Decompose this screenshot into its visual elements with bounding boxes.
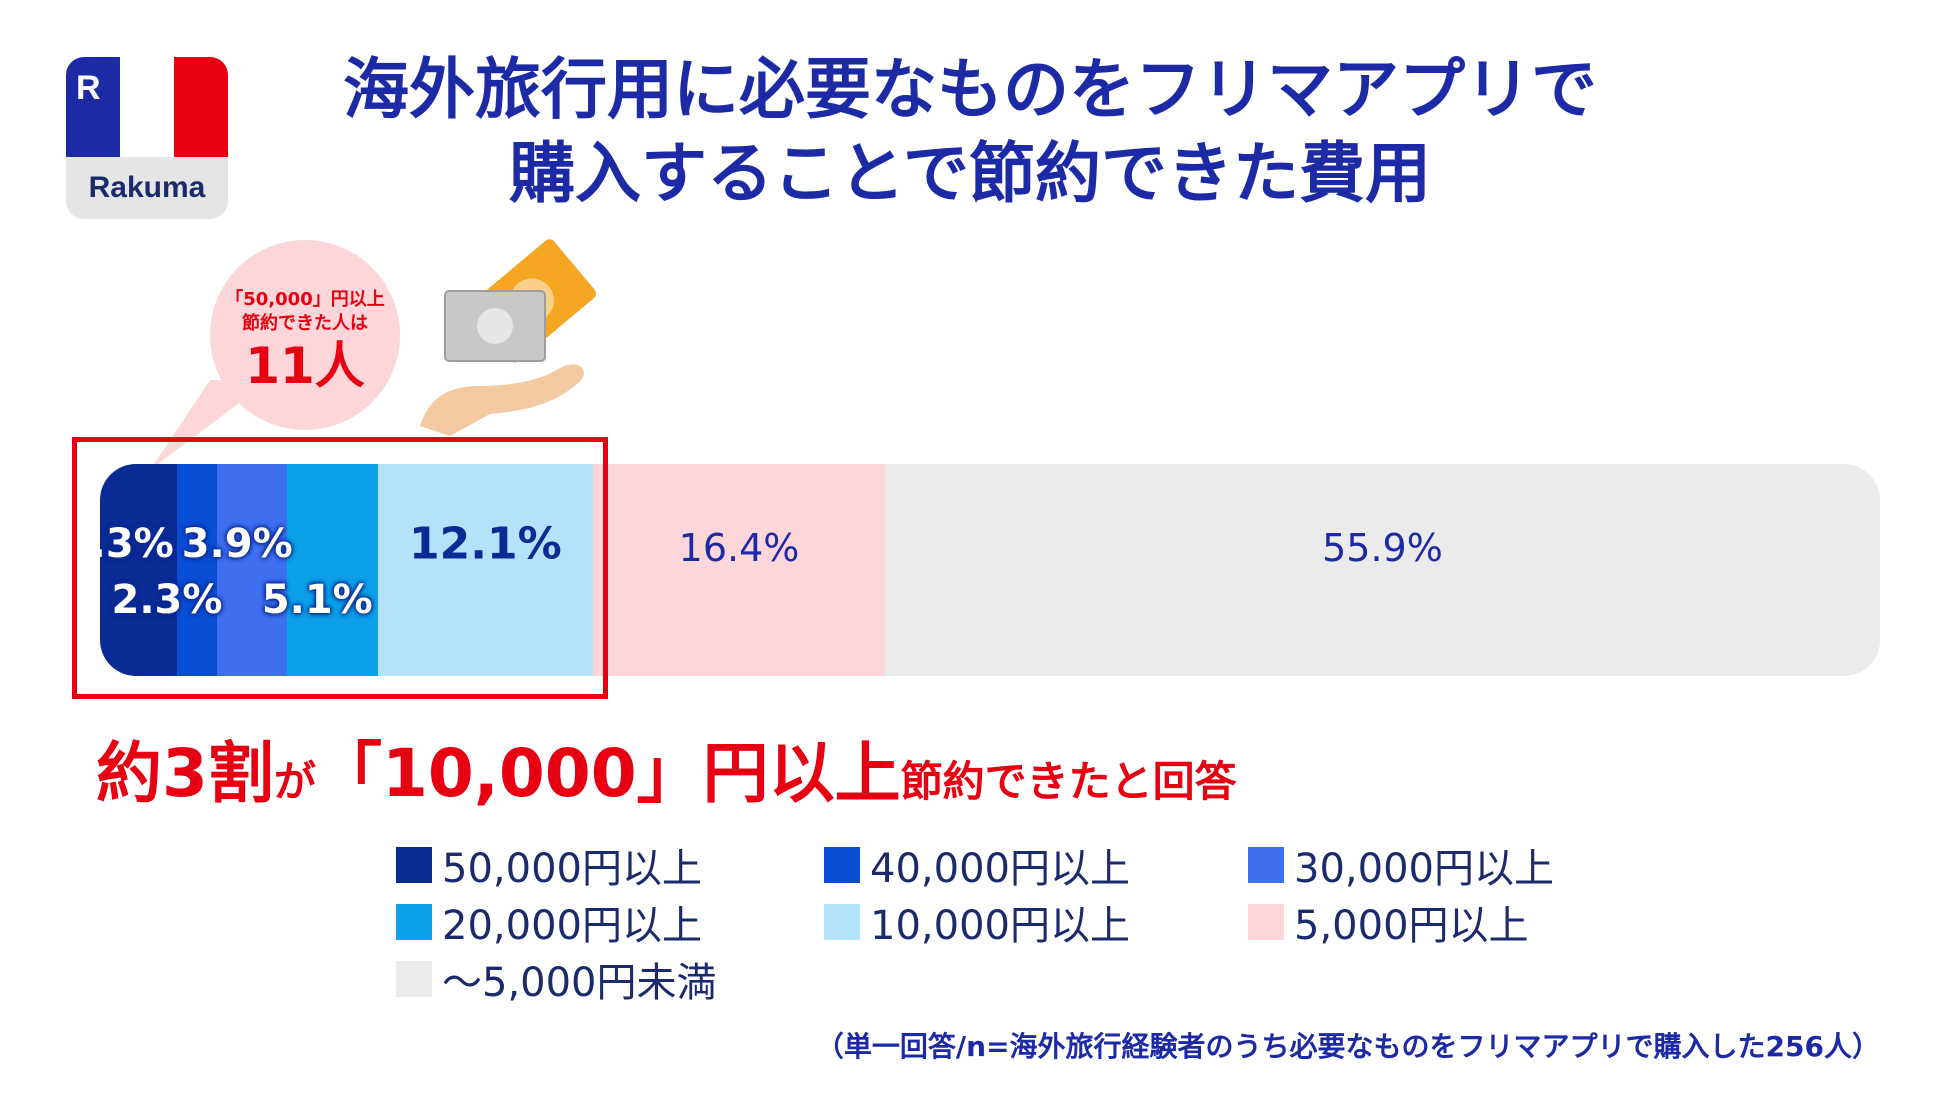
rakuma-logo: R Rakuma — [66, 57, 228, 219]
bar-value-label: 2.3% — [111, 577, 223, 623]
flag-blue-stripe — [66, 57, 120, 157]
legend-swatch — [396, 904, 432, 940]
legend-item: 50,000円以上 — [396, 843, 702, 892]
bar-segment — [593, 464, 886, 676]
legend-label: 50,000円以上 — [442, 846, 702, 892]
bar-segment — [377, 464, 594, 676]
legend-item: 20,000円以上 — [396, 900, 702, 949]
legend-label: 30,000円以上 — [1294, 846, 1554, 892]
stacked-bar: 4.3% 2.3% 3.9% 5.1% 12.1% 16.4% 55.9% — [100, 464, 1880, 676]
flag-white-stripe — [120, 57, 174, 157]
legend-swatch — [1248, 847, 1284, 883]
bar-segment — [884, 464, 1880, 676]
callout-bubble: 「50,000」円以上 節約できた人は 11人 — [210, 240, 400, 430]
bubble-count: 11人 — [245, 337, 365, 395]
legend-label: 10,000円以上 — [870, 903, 1130, 949]
headline: 約3割が「10,000」円以上節約できたと回答 — [96, 720, 1237, 816]
headline-part3: 「10,000」円以上 — [315, 735, 901, 812]
headline-part1: 約3割 — [96, 735, 274, 812]
legend-item: 10,000円以上 — [824, 900, 1130, 949]
headline-part4: 節約できたと回答 — [900, 757, 1237, 806]
bar-value-label: 55.9% — [1322, 526, 1443, 570]
bar-value-label: 3.9% — [181, 521, 293, 567]
legend-swatch — [1248, 904, 1284, 940]
bar-value-label: 4.3% — [100, 521, 174, 567]
legend-item: ～5,000円未満 — [396, 957, 717, 1006]
legend-swatch — [824, 904, 860, 940]
legend-item: 30,000円以上 — [1248, 843, 1554, 892]
page-title: 海外旅行用に必要なものをフリマアプリで 購入することで節約できた費用 — [343, 51, 1597, 212]
bar-value-label: 12.1% — [409, 518, 562, 570]
legend-label: 20,000円以上 — [442, 903, 702, 949]
highlight-frame — [72, 437, 608, 699]
legend-item: 40,000円以上 — [824, 843, 1130, 892]
bar-segment — [176, 464, 218, 676]
flag-red-stripe — [174, 57, 228, 157]
legend-label: 40,000円以上 — [870, 846, 1130, 892]
footnote: （単一回答/n=海外旅行経験者のうち必要なものをフリマアプリで購入した256人） — [815, 1030, 1880, 1063]
legend-swatch — [396, 847, 432, 883]
bubble-line2: 節約できた人は — [242, 313, 368, 334]
legend-label: ～5,000円未満 — [442, 960, 717, 1006]
legend-label: 5,000円以上 — [1294, 903, 1529, 949]
legend-swatch — [396, 961, 432, 997]
bar-value-label: 16.4% — [678, 526, 800, 570]
bar-value-label: 5.1% — [261, 577, 373, 623]
bar-segment — [217, 464, 288, 676]
bar-segment — [286, 464, 379, 676]
headline-part2: が — [273, 757, 316, 806]
logo-text: Rakuma — [66, 157, 228, 219]
legend-swatch — [824, 847, 860, 883]
legend-item: 5,000円以上 — [1248, 900, 1529, 949]
rakuma-r-icon: R — [76, 69, 101, 107]
bar-segment — [100, 464, 178, 676]
bubble-line1: 「50,000」円以上 — [225, 289, 385, 310]
money-hand-icon — [420, 239, 597, 436]
